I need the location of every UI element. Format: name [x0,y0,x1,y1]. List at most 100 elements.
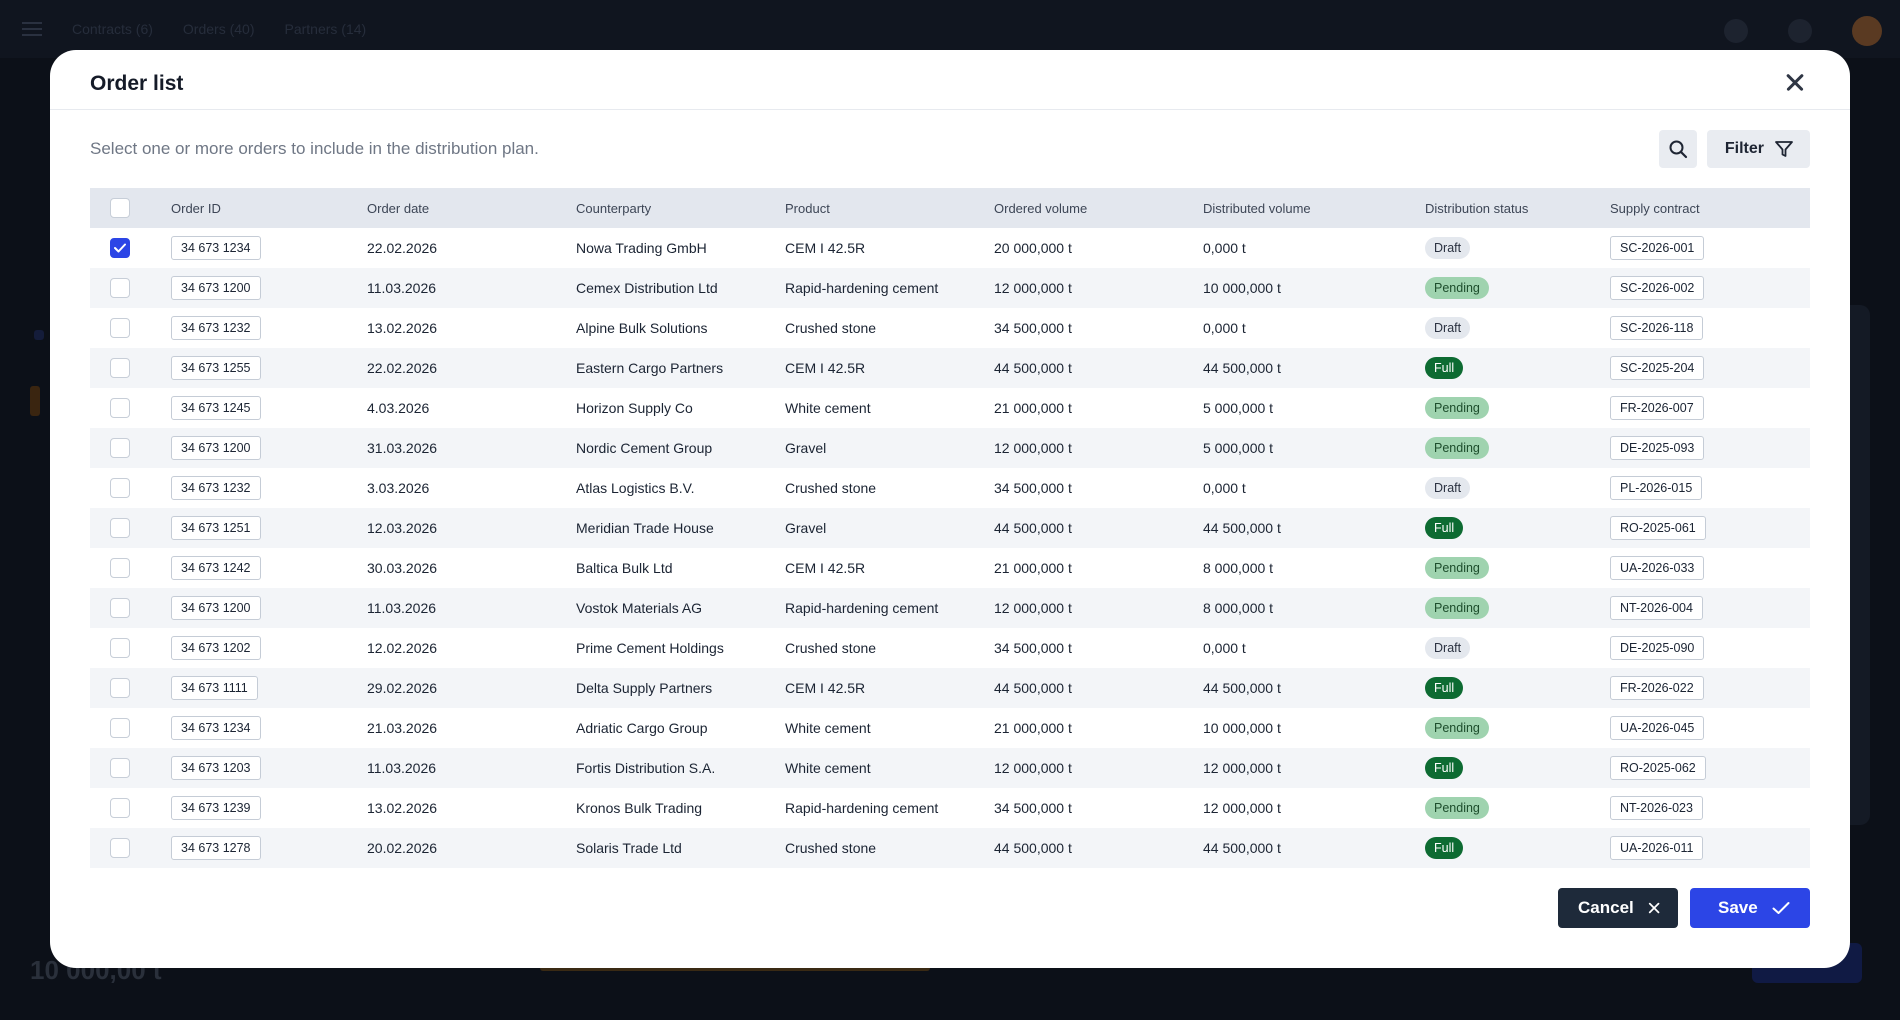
supply-contract-tag[interactable]: PL-2026-015 [1610,476,1703,500]
order-id-tag[interactable]: 34 673 1239 [171,796,261,820]
row-checkbox[interactable] [110,518,130,538]
order-id-cell: 34 673 1278 [171,828,367,868]
table-row[interactable]: 34 673 1234 21.03.2026 Adriatic Cargo Grou… [90,708,1810,748]
row-checkbox[interactable] [110,558,130,578]
supply-contract-tag[interactable]: NT-2026-023 [1610,796,1703,820]
order-id-tag[interactable]: 34 673 1200 [171,276,261,300]
product-cell: White cement [785,720,871,736]
order-id-tag[interactable]: 34 673 1278 [171,836,261,860]
table-row[interactable]: 34 673 1278 20.02.2026 Solaris Trade Ltd Cr… [90,828,1810,868]
row-checkbox[interactable] [110,798,130,818]
order-id-tag[interactable]: 34 673 1245 [171,396,261,420]
status-cell: Draft [1425,628,1610,668]
table-row[interactable]: 34 673 1200 31.03.2026 Nordic Cement Group… [90,428,1810,468]
table-row[interactable]: 34 673 1111 29.02.2026 Delta Supply Partne… [90,668,1810,708]
order-id-tag[interactable]: 34 673 1111 [171,676,258,700]
row-checkbox[interactable] [110,358,130,378]
order-date-cell: 31.03.2026 [367,428,576,468]
row-checkbox[interactable] [110,638,130,658]
row-checkbox[interactable] [110,438,130,458]
supply-contract-tag[interactable]: SC-2026-002 [1610,276,1705,300]
column-header[interactable]: Counterparty [576,188,785,228]
background-tab: Contracts (6) [72,21,153,37]
table-row[interactable]: 34 673 1232 3.03.2026 Atlas Logistics B.V.… [90,468,1810,508]
modal-footer: Cancel Save [1558,888,1810,928]
order-id-tag[interactable]: 34 673 1202 [171,636,261,660]
table-row[interactable]: 34 673 1232 13.02.2026 Alpine Bulk Solutio… [90,308,1810,348]
order-id-tag[interactable]: 34 673 1255 [171,356,261,380]
product-cell: White cement [785,400,871,416]
supply-contract-tag[interactable]: FR-2026-022 [1610,676,1704,700]
row-checkbox[interactable] [110,598,130,618]
order-id-cell: 34 673 1232 [171,468,367,508]
table-row[interactable]: 34 673 1255 22.02.2026 Eastern Cargo Partn… [90,348,1810,388]
row-checkbox[interactable] [110,718,130,738]
status-badge: Full [1425,357,1464,379]
distributed-volume-cell: 0,000 t [1203,320,1246,336]
supply-contract-tag[interactable]: FR-2026-007 [1610,396,1704,420]
order-id-tag[interactable]: 34 673 1200 [171,596,261,620]
order-date-cell: 22.02.2026 [367,240,438,256]
order-id-tag[interactable]: 34 673 1232 [171,476,261,500]
order-id-tag[interactable]: 34 673 1234 [171,236,261,260]
row-checkbox[interactable] [110,678,130,698]
select-all-checkbox[interactable] [110,198,130,218]
ordered-volume-cell: 12 000,000 t [994,428,1203,468]
column-header[interactable]: Order date [367,188,576,228]
row-checkbox[interactable] [110,278,130,298]
distributed-volume-cell: 10 000,000 t [1203,720,1281,736]
order-id-tag[interactable]: 34 673 1234 [171,716,261,740]
status-badge: Pending [1425,437,1489,459]
supply-contract-tag[interactable]: SC-2026-118 [1610,316,1704,340]
column-header[interactable]: Product [785,188,994,228]
distributed-volume-cell: 8 000,000 t [1203,560,1274,576]
order-id-tag[interactable]: 34 673 1242 [171,556,261,580]
row-checkbox[interactable] [110,238,130,258]
ordered-volume-cell: 44 500,000 t [994,668,1203,708]
column-header[interactable]: Order ID [171,188,367,228]
table-row[interactable]: 34 673 1200 11.03.2026 Cemex Distribution … [90,268,1810,308]
supply-contract-tag[interactable]: UA-2026-045 [1610,716,1705,740]
column-header[interactable]: Distributed volume [1203,188,1425,228]
supply-contract-tag[interactable]: NT-2026-004 [1610,596,1703,620]
row-checkbox[interactable] [110,838,130,858]
filter-button[interactable]: Filter [1706,130,1810,168]
table-row[interactable]: 34 673 1234 22.02.2026 Nowa Trading GmbH CE… [90,228,1810,268]
supply-contract-tag[interactable]: RO-2025-061 [1610,516,1706,540]
order-id-tag[interactable]: 34 673 1200 [171,436,261,460]
order-id-cell: 34 673 1234 [171,708,367,748]
supply-contract-tag[interactable]: SC-2025-204 [1610,356,1705,380]
supply-contract-tag[interactable]: DE-2025-090 [1610,636,1705,660]
save-button[interactable]: Save [1690,888,1810,928]
status-cell: Pending [1425,548,1610,588]
supply-contract-tag[interactable]: SC-2026-001 [1610,236,1705,260]
table-row[interactable]: 34 673 1242 30.03.2026 Baltica Bulk Ltd CEM… [90,548,1810,588]
close-icon[interactable] [1780,67,1810,97]
table-row[interactable]: 34 673 1245 4.03.2026 Horizon Supply Co Whi… [90,388,1810,428]
column-header[interactable]: Ordered volume [994,188,1203,228]
column-header[interactable]: Supply contract [1610,188,1810,228]
contract-cell: FR-2026-022 [1610,668,1810,708]
table-row[interactable]: 34 673 1251 12.03.2026 Meridian Trade Hous… [90,508,1810,548]
cancel-button[interactable]: Cancel [1558,888,1678,928]
table-row[interactable]: 34 673 1239 13.02.2026 Kronos Bulk Trading… [90,788,1810,828]
supply-contract-tag[interactable]: RO-2025-062 [1610,756,1706,780]
check-icon [114,243,126,253]
supply-contract-tag[interactable]: UA-2026-011 [1610,836,1704,860]
search-button[interactable] [1658,130,1697,168]
row-checkbox[interactable] [110,318,130,338]
table-row[interactable]: 34 673 1202 12.02.2026 Prime Cement Holdin… [90,628,1810,668]
supply-contract-tag[interactable]: DE-2025-093 [1610,436,1705,460]
table-row[interactable]: 34 673 1203 11.03.2026 Fortis Distribution… [90,748,1810,788]
column-header[interactable]: Distribution status [1425,188,1610,228]
table-row[interactable]: 34 673 1200 11.03.2026 Vostok Materials AG… [90,588,1810,628]
row-checkbox[interactable] [110,398,130,418]
order-id-tag[interactable]: 34 673 1232 [171,316,261,340]
row-checkbox[interactable] [110,758,130,778]
row-checkbox[interactable] [110,478,130,498]
order-id-tag[interactable]: 34 673 1203 [171,756,261,780]
order-id-tag[interactable]: 34 673 1251 [171,516,261,540]
select-cell [90,388,171,428]
select-cell [90,708,171,748]
supply-contract-tag[interactable]: UA-2026-033 [1610,556,1705,580]
